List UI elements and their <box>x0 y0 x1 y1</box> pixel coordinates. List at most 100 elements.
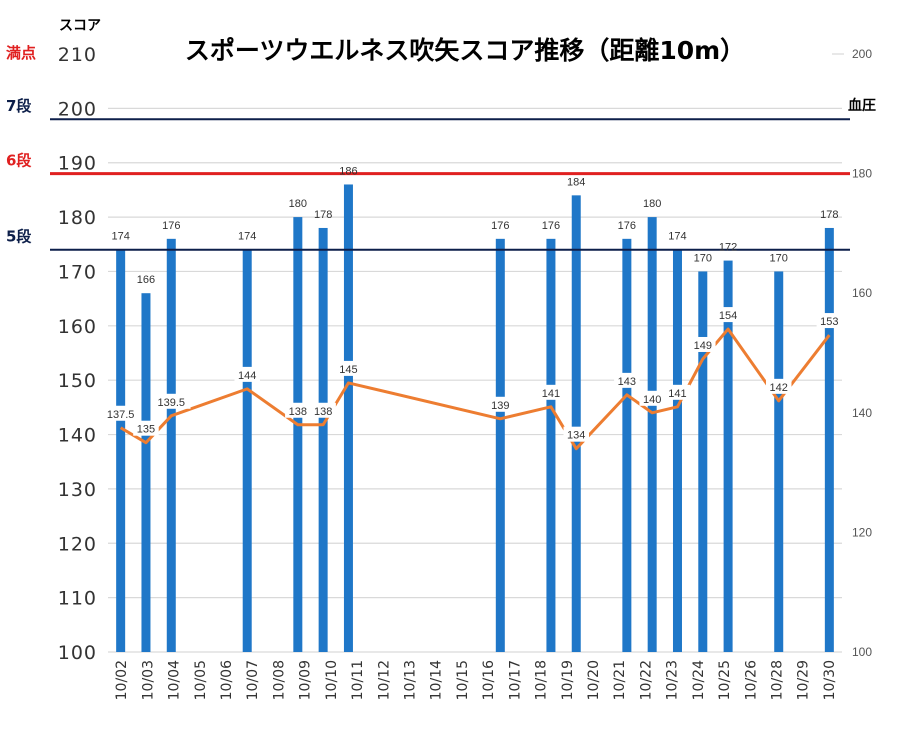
x-tick-label: 10/24 <box>691 660 707 700</box>
left-tick-label: 210 <box>58 44 97 66</box>
line-label-background <box>715 307 741 323</box>
reference-label: 5段 <box>6 228 31 246</box>
x-tick-label: 10/20 <box>586 660 602 700</box>
bar-value-label: 176 <box>491 220 509 232</box>
score-bar <box>343 184 353 653</box>
score-bar <box>622 238 632 652</box>
score-bar <box>824 227 834 653</box>
line-label-background <box>563 426 589 442</box>
right-tick-label: 180 <box>852 167 872 181</box>
right-axis-ticks: 100 120 140 160 180 200 <box>852 47 872 659</box>
line-value-label: 139 <box>491 400 509 412</box>
score-bar <box>141 293 151 652</box>
score-bar <box>774 271 784 652</box>
right-tick-label: 100 <box>852 645 872 659</box>
line-value-label: 141 <box>542 388 560 400</box>
bar-value-label: 174 <box>238 231 256 243</box>
x-tick-label: 10/14 <box>429 660 445 700</box>
line-label-background <box>538 384 564 400</box>
x-axis-ticks: 10/02 10/03 10/04 10/05 10/06 10/07 10/08 10/09… <box>114 660 838 700</box>
reference-label: 6段 <box>6 152 31 170</box>
x-tick-label: 10/19 <box>560 660 576 700</box>
line-value-label: 140 <box>643 394 661 406</box>
score-bar <box>647 217 657 652</box>
x-tick-label: 10/08 <box>271 660 287 700</box>
score-bar <box>318 227 328 653</box>
x-tick-label: 10/04 <box>167 660 183 700</box>
score-bar <box>166 238 176 652</box>
line-value-label: 142 <box>770 382 788 394</box>
line-value-label: 143 <box>618 376 636 388</box>
x-tick-label: 10/16 <box>481 660 497 700</box>
line-label-background <box>234 366 260 382</box>
right-tick-label: 140 <box>852 406 872 420</box>
left-tick-label: 110 <box>58 588 97 610</box>
bar-value-label: 186 <box>339 165 357 177</box>
gridlines <box>108 53 844 653</box>
bar-value-label: 176 <box>542 220 560 232</box>
right-tick-label: 200 <box>852 47 872 61</box>
right-tick-label: 160 <box>852 286 872 300</box>
left-tick-label: 130 <box>58 479 97 501</box>
reference-lines: 満点 7段 6段 5段 <box>6 44 850 251</box>
line-label-background <box>765 378 792 394</box>
line-value-label: 149 <box>694 340 712 352</box>
left-tick-label: 150 <box>58 370 97 392</box>
left-tick-label: 100 <box>58 642 97 664</box>
left-tick-label: 160 <box>58 316 97 338</box>
blood-pressure-line-path <box>119 327 831 451</box>
bar-value-label: 172 <box>719 242 737 254</box>
score-bar <box>723 260 733 652</box>
x-tick-label: 10/06 <box>219 660 235 700</box>
x-tick-label: 10/18 <box>534 660 550 700</box>
bar-value-labels: 174 166 176 174 180 178 186 176 176 184 176 180 174 1… <box>111 165 838 286</box>
left-axis-label: スコア <box>59 18 101 34</box>
bar-value-label: 180 <box>289 198 307 210</box>
x-tick-label: 10/25 <box>717 660 733 700</box>
line-label-background <box>614 372 640 388</box>
x-tick-label: 10/13 <box>402 660 418 700</box>
x-tick-label: 10/09 <box>298 660 314 700</box>
bar-value-label: 178 <box>314 209 332 221</box>
score-bar <box>698 271 708 652</box>
right-tick-label: 120 <box>852 525 872 539</box>
x-tick-label: 10/22 <box>638 660 654 700</box>
line-value-label: 138 <box>289 406 307 418</box>
bar-value-label: 180 <box>643 198 661 210</box>
x-tick-label: 10/05 <box>193 660 209 700</box>
right-axis-label: 血圧 <box>848 97 876 114</box>
line-value-label: 134 <box>567 430 585 442</box>
bar-value-label: 174 <box>668 231 686 243</box>
x-tick-label: 10/26 <box>743 660 759 700</box>
left-tick-label: 170 <box>58 261 97 283</box>
x-tick-label: 10/02 <box>114 660 130 700</box>
line-label-background <box>639 390 665 406</box>
line-value-label: 153 <box>820 316 838 328</box>
x-tick-label: 10/28 <box>769 660 785 700</box>
line-value-label: 141 <box>668 388 686 400</box>
x-tick-label: 10/23 <box>665 660 681 700</box>
x-tick-label: 10/11 <box>350 660 366 700</box>
line-label-background <box>133 420 159 436</box>
x-tick-label: 10/17 <box>507 660 523 700</box>
bar-value-label: 184 <box>567 176 585 188</box>
line-label-background <box>310 402 336 418</box>
left-tick-label: 120 <box>58 533 97 555</box>
bar-value-label: 166 <box>137 274 155 286</box>
line-label-background <box>487 396 514 412</box>
bar-value-label: 170 <box>694 252 712 264</box>
line-label-background <box>152 393 191 409</box>
x-tick-label: 10/10 <box>324 660 340 700</box>
left-tick-label: 140 <box>58 425 97 447</box>
line-label-background <box>816 313 843 329</box>
left-tick-label: 200 <box>58 98 97 120</box>
line-label-background <box>285 402 311 418</box>
score-bar <box>293 217 303 652</box>
line-label-background <box>664 384 691 400</box>
x-tick-label: 10/03 <box>140 660 156 700</box>
reference-label: 7段 <box>6 97 31 115</box>
line-value-label: 139.5 <box>158 397 186 409</box>
bar-value-label: 178 <box>820 209 838 221</box>
left-axis-ticks: 100 110 120 130 140 150 160 170 180 190 200 210 <box>58 44 97 664</box>
score-bar <box>495 238 505 652</box>
